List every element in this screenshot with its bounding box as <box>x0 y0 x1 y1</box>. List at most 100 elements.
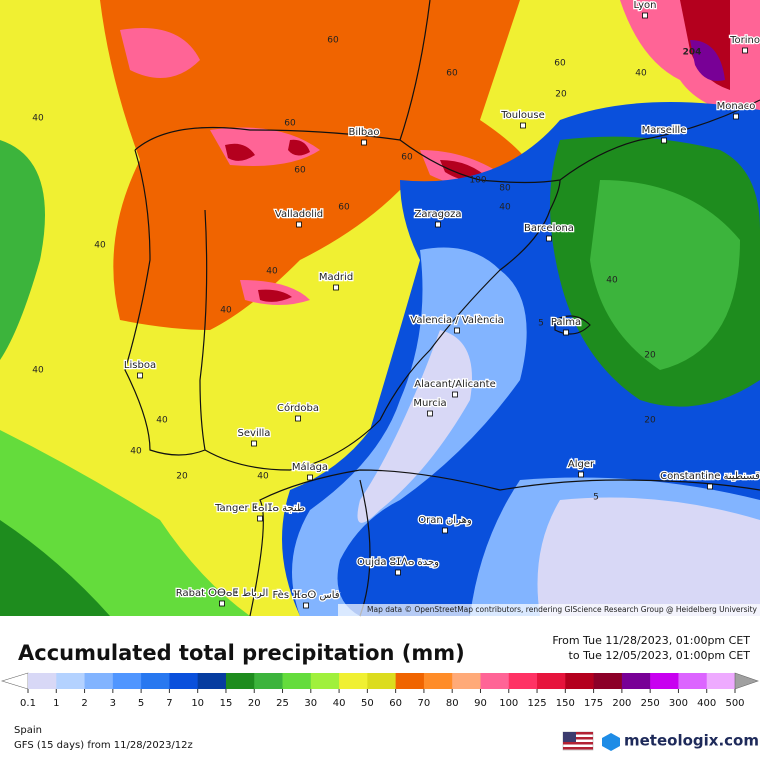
city-label: Oran وهران <box>418 515 472 526</box>
city-dot <box>661 137 667 144</box>
legend-label: 5 <box>138 698 144 709</box>
contour-label: 60 <box>554 59 566 69</box>
legend-swatch <box>112 673 142 689</box>
footer: Spain GFS (15 days) from 11/28/2023/12z … <box>14 725 759 751</box>
legend-label: 50 <box>361 698 374 709</box>
legend-swatch <box>141 673 170 689</box>
city-label: Valladolid <box>275 209 323 220</box>
legend-label: 25 <box>276 698 289 709</box>
contour-label: 20 <box>644 416 656 426</box>
city-dot <box>578 471 584 478</box>
legend-swatch <box>367 673 397 689</box>
city-label: Constantine قسنطينة <box>660 471 760 482</box>
city-label: Alacant/Alicante <box>414 379 495 390</box>
date-to: to Tue 12/05/2023, 01:00pm CET <box>569 649 751 662</box>
legend-label: 250 <box>641 698 660 709</box>
contour-label: 100 <box>469 176 486 186</box>
date-from: From Tue 11/28/2023, 01:00pm CET <box>552 634 750 647</box>
legend-swatch <box>339 673 368 689</box>
contour-label: 40 <box>94 241 106 251</box>
legend-label: 150 <box>556 698 575 709</box>
legend-swatch <box>480 673 510 689</box>
legend-swatch <box>423 673 453 689</box>
city-label: Málaga <box>292 461 328 473</box>
city-dot <box>427 410 433 417</box>
contour-label: 60 <box>401 153 413 163</box>
legend-swatch <box>282 673 312 689</box>
attribution-bg <box>338 604 760 616</box>
contour-label: 20 <box>555 90 567 100</box>
header: Accumulated total precipitation (mm) Fro… <box>18 634 750 665</box>
legend-swatch <box>678 673 708 689</box>
contour-label: 20 <box>176 472 188 482</box>
legend-label: 60 <box>389 698 402 709</box>
legend-swatch <box>84 673 114 689</box>
city-label: Fès ⴼⴰⵙ فاس <box>272 589 339 601</box>
city-dot <box>452 391 458 398</box>
city-dot <box>742 47 748 54</box>
city-dot <box>137 372 143 379</box>
contour-label: 60 <box>294 166 306 176</box>
contour-label: 60 <box>446 69 458 79</box>
legend-swatch <box>621 673 651 689</box>
city-label: Rabat ⵔⴱⴰⵟ الرباط <box>176 588 268 599</box>
contour-label: 40 <box>220 306 232 316</box>
contour-label: 40 <box>266 267 278 277</box>
legend-swatch <box>537 673 566 689</box>
city-dot <box>361 139 367 146</box>
flag <box>562 731 594 751</box>
city-label: Zaragoza <box>414 209 461 220</box>
city-dot <box>251 440 257 447</box>
city-label: Toulouse <box>500 110 544 121</box>
city-label: Bilbao <box>348 127 379 138</box>
legend-label: 30 <box>304 698 317 709</box>
city-label: Alger <box>568 459 595 470</box>
legend-label: 2 <box>81 698 87 709</box>
city-dot <box>303 602 309 609</box>
city-dot <box>296 221 302 228</box>
contour-label: 60 <box>284 119 296 129</box>
city-dot <box>295 415 301 422</box>
contour-label: 80 <box>499 184 511 194</box>
city-dot <box>219 600 225 607</box>
city-dot <box>546 235 552 242</box>
legend-label: 7 <box>166 698 172 709</box>
contour-label: 40 <box>257 472 269 482</box>
city-label: Valencia / València <box>410 314 503 326</box>
city-label: Madrid <box>319 272 353 283</box>
legend-swatch <box>593 673 623 689</box>
city-label: Sevilla <box>238 428 271 439</box>
city-dot <box>707 483 713 490</box>
model: GFS (15 days) from 11/28/2023/12z <box>14 740 193 751</box>
title: Accumulated total precipitation (mm) <box>18 641 465 665</box>
contour-label: 204 <box>683 48 702 58</box>
legend-swatch <box>254 673 284 689</box>
legend-swatch <box>650 673 679 689</box>
legend-label: 500 <box>725 698 744 709</box>
legend-label: 3 <box>110 698 116 709</box>
legend-label: 70 <box>418 698 431 709</box>
legend-arrow-left <box>0 672 29 690</box>
city-label: Oujda ⵓⵊⴷⴰ وجدة <box>357 557 439 568</box>
legend-label: 80 <box>446 698 459 709</box>
legend-swatch <box>28 673 57 689</box>
contour-label: 5 <box>538 319 544 329</box>
legend-label: 10 <box>191 698 204 709</box>
city-label: Torino <box>729 35 760 46</box>
city-label: Lyon <box>633 0 656 11</box>
city-label: Barcelona <box>524 223 574 234</box>
city-dot <box>563 329 569 336</box>
contour-label: 20 <box>644 351 656 361</box>
legend-label: 90 <box>474 698 487 709</box>
legend-label: 20 <box>248 698 261 709</box>
legend-label: 175 <box>584 698 603 709</box>
contour-label: 40 <box>606 276 618 286</box>
city-dot <box>642 12 648 19</box>
legend-arrow-right <box>734 672 759 690</box>
contour-label: 40 <box>499 203 511 213</box>
legend-swatch <box>565 673 595 689</box>
city-dot <box>435 221 441 228</box>
legend-label: 1 <box>53 698 59 709</box>
legend-label: 300 <box>669 698 688 709</box>
